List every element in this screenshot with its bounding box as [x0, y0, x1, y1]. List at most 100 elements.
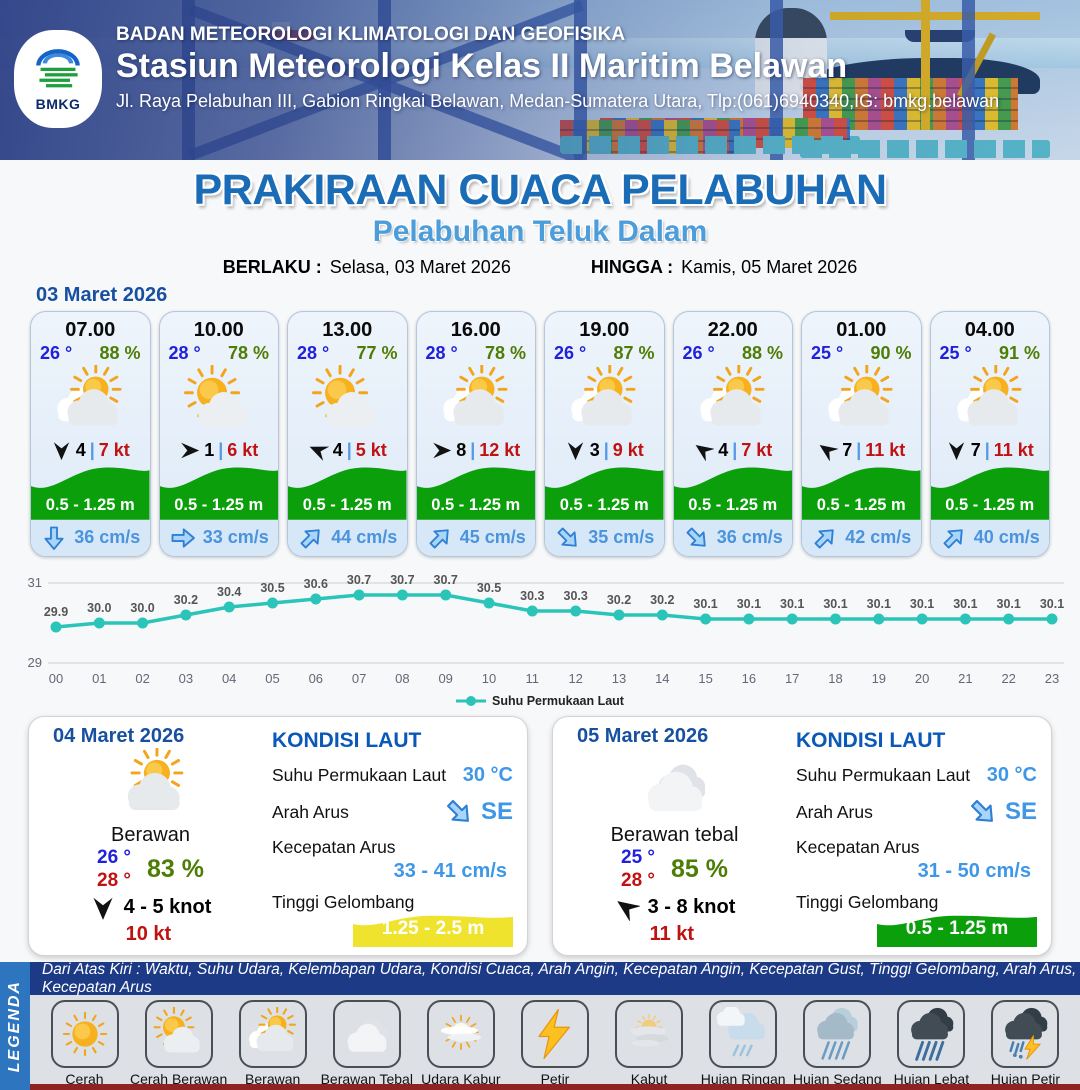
svg-text:30.1: 30.1 [823, 597, 847, 611]
berawan-icon [417, 365, 536, 439]
sst-value: 30 °C [462, 764, 513, 786]
agency-name: BADAN METEOROLOGI KLIMATOLOGI DAN GEOFIS… [116, 24, 626, 45]
separator: | [89, 439, 95, 460]
wave-height-band: 0.5 - 1.25 m [288, 461, 407, 520]
svg-text:30.3: 30.3 [520, 589, 544, 603]
svg-text:30.1: 30.1 [953, 597, 977, 611]
legend-item: Hujan Petir [979, 1000, 1072, 1090]
berawan-icon [238, 1000, 307, 1068]
wind-speed: 3 [589, 439, 600, 460]
current-direction-icon [169, 524, 197, 552]
legend-item: Petir [508, 1000, 601, 1090]
air-temperature: 28 ° [168, 343, 201, 363]
card-temps: 26 ° 88 % [674, 342, 793, 364]
wind-direction-icon [946, 439, 967, 461]
hujan-petir-icon [991, 1000, 1060, 1068]
wave-height-band: 0.5 - 1.25 m [545, 461, 664, 520]
current-direction-label: Arah Arus [272, 801, 349, 822]
humidity: 88 % [99, 343, 141, 363]
wind-speed: 7 [970, 439, 981, 460]
wind-row: 4 | 7 kt [674, 439, 793, 462]
gust-value: 10 kt [125, 922, 172, 945]
sst-label: Suhu Permukaan Laut [796, 765, 971, 785]
forecast-card: 07.00 26 ° 88 % 4 | 7 kt 0.5 - 1.25 m 36 cm/… [30, 311, 151, 557]
svg-text:07: 07 [352, 671, 366, 686]
humidity: 87 % [613, 343, 655, 363]
wind-range: 4 - 5 knot [123, 896, 212, 919]
card-temps: 28 ° 78 % [417, 342, 536, 364]
forecast-card: 13.00 28 ° 77 % 4 | 5 kt 0.5 - 1.25 m 44 cm/… [287, 311, 408, 557]
wind-direction-icon [693, 439, 715, 462]
hujan-ringan-icon [709, 1000, 778, 1068]
separator: | [346, 439, 352, 460]
legend-item: Kabut [603, 1000, 696, 1090]
wind-gust: 11 kt [993, 439, 1034, 460]
current-speed: 42 cm/s [845, 527, 912, 548]
forecast-card: 22.00 26 ° 88 % 4 | 7 kt 0.5 - 1.25 m 36 cm/… [672, 311, 793, 557]
panel-date: 04 Maret 2026 [53, 725, 185, 747]
current-direction-value: SE [1004, 798, 1037, 825]
svg-text:30.7: 30.7 [347, 573, 371, 587]
svg-text:23: 23 [1045, 671, 1059, 686]
wave-height-value: 0.5 - 1.25 m [559, 495, 649, 514]
temp-min: 26 ° [97, 847, 132, 868]
card-time: 19.00 [579, 319, 630, 341]
svg-text:04: 04 [222, 671, 236, 686]
svg-text:08: 08 [395, 671, 409, 686]
current-row: 33 cm/s [159, 519, 278, 556]
svg-text:30.1: 30.1 [867, 597, 891, 611]
wind-range: 3 - 8 knot [647, 896, 736, 919]
svg-text:13: 13 [612, 671, 626, 686]
current-row: 35 cm/s [545, 519, 664, 556]
temp-max: 28 ° [97, 869, 132, 891]
wind-row: 4 | 7 kt [31, 439, 150, 461]
temp-max: 28 ° [621, 869, 656, 891]
wind-gust: 5 kt [355, 439, 387, 460]
current-speed: 44 cm/s [331, 527, 398, 548]
svg-text:30.1: 30.1 [693, 597, 717, 611]
berawan-icon [802, 365, 921, 439]
current-speed: 33 cm/s [202, 527, 269, 548]
wind-row: 7 | 11 kt [802, 439, 921, 462]
wind-block: 3 - 8 knot 11 kt [614, 895, 736, 946]
sst-label: Suhu Permukaan Laut [272, 765, 447, 785]
berawan-icon [674, 365, 793, 439]
valid-from-value: Selasa, 03 Maret 2026 [329, 257, 511, 277]
hujan-lebat-icon [897, 1000, 966, 1068]
current-direction-icon [967, 796, 999, 828]
wave-height-value: 0.5 - 1.25 m [302, 495, 392, 514]
card-temps: 25 ° 91 % [931, 342, 1050, 364]
wind-direction-icon [308, 439, 329, 461]
wave-height-value: 0.5 - 1.25 m [945, 495, 1035, 514]
wave-height-band: 0.5 - 1.25 m [673, 461, 792, 520]
svg-text:30.7: 30.7 [434, 573, 458, 587]
wind-direction-icon [51, 439, 72, 461]
footer-bar [30, 1084, 1080, 1090]
wind-gust: 11 kt [865, 439, 906, 460]
wind-direction-icon [179, 439, 200, 461]
separator: | [732, 439, 738, 460]
temperature-block: 26 ° 28 ° 83 % [97, 847, 204, 893]
svg-text:03: 03 [179, 671, 193, 686]
kabut-icon [615, 1000, 684, 1068]
svg-text:30.6: 30.6 [304, 577, 328, 591]
page-subtitle: Pelabuhan Teluk Dalam [372, 215, 708, 248]
svg-text:30.5: 30.5 [260, 581, 284, 595]
air-temperature: 28 ° [425, 343, 458, 363]
wind-direction-icon [90, 895, 116, 921]
weather-condition: Berawan [111, 824, 190, 846]
wind-speed: 1 [204, 439, 215, 460]
svg-text:12: 12 [568, 671, 582, 686]
svg-text:22: 22 [1001, 671, 1015, 686]
separator: | [856, 439, 862, 460]
wind-row: 4 | 5 kt [288, 439, 407, 461]
valid-from-label: BERLAKU : [222, 257, 322, 277]
wind-gust: 7 kt [741, 439, 773, 460]
current-direction-value: SE [480, 798, 513, 825]
forecast-card: 19.00 26 ° 87 % 3 | 9 kt 0.5 - 1.25 m 35 cm/… [544, 311, 665, 557]
current-row: 36 cm/s [31, 519, 150, 556]
svg-text:20: 20 [915, 671, 929, 686]
card-time: 22.00 [707, 319, 758, 341]
legend-item: Hujan Sedang [791, 1000, 884, 1090]
petir-icon [520, 1000, 589, 1068]
